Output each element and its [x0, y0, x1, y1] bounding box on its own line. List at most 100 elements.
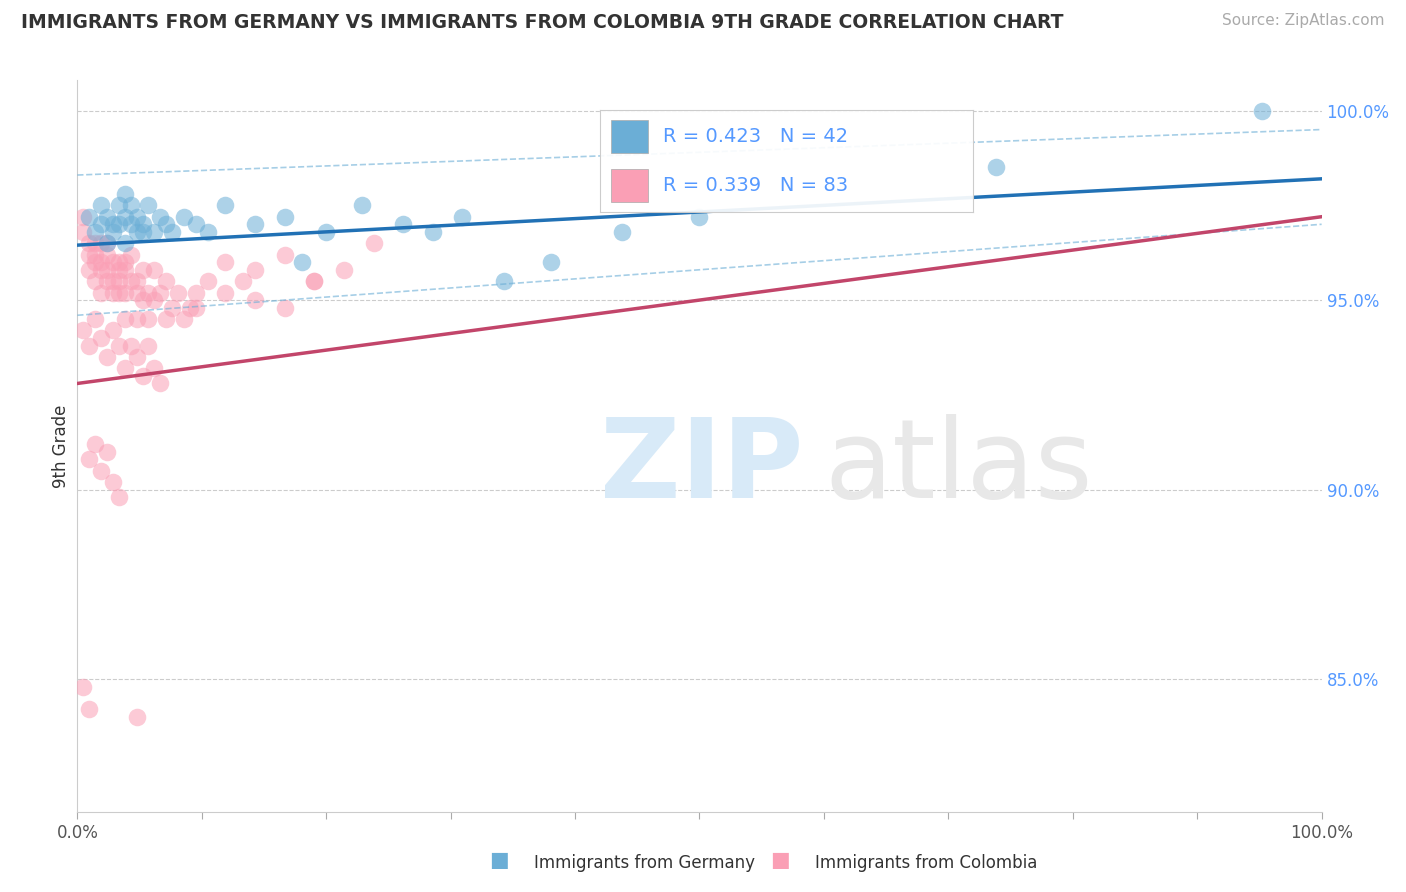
Point — [363, 236, 385, 251]
Point — [120, 198, 142, 212]
Point — [149, 376, 172, 391]
Point — [232, 274, 254, 288]
Point — [90, 255, 112, 269]
Point — [108, 285, 131, 300]
Point — [214, 255, 236, 269]
Point — [143, 225, 166, 239]
Point — [149, 285, 172, 300]
Point — [77, 247, 100, 261]
Point — [184, 301, 207, 315]
Point — [149, 210, 172, 224]
Point — [96, 210, 118, 224]
Point — [315, 225, 337, 239]
Point — [1251, 103, 1274, 118]
Point — [84, 247, 107, 261]
Point — [155, 217, 177, 231]
Point — [984, 161, 1007, 175]
Point — [114, 312, 136, 326]
Point — [101, 285, 124, 300]
Point — [90, 331, 112, 345]
Point — [72, 680, 94, 694]
Point — [143, 361, 166, 376]
Point — [120, 247, 142, 261]
Point — [90, 198, 112, 212]
Point — [143, 293, 166, 307]
Point — [243, 262, 266, 277]
Point — [167, 285, 190, 300]
Point — [333, 262, 356, 277]
Text: IMMIGRANTS FROM GERMANY VS IMMIGRANTS FROM COLOMBIA 9TH GRADE CORRELATION CHART: IMMIGRANTS FROM GERMANY VS IMMIGRANTS FR… — [21, 13, 1063, 32]
Point — [96, 247, 118, 261]
Point — [274, 301, 297, 315]
Point — [114, 236, 136, 251]
Point — [77, 702, 100, 716]
Point — [84, 274, 107, 288]
Point — [90, 262, 112, 277]
Point — [184, 217, 207, 231]
Point — [155, 274, 177, 288]
Point — [108, 490, 131, 504]
Point — [689, 210, 711, 224]
Point — [274, 210, 297, 224]
Point — [96, 444, 118, 458]
Point — [101, 225, 124, 239]
Point — [131, 262, 153, 277]
Point — [125, 312, 148, 326]
Point — [101, 255, 124, 269]
Point — [125, 225, 148, 239]
Point — [114, 255, 136, 269]
Point — [90, 464, 112, 478]
Point — [84, 437, 107, 451]
Point — [422, 225, 444, 239]
Point — [101, 274, 124, 288]
Point — [77, 210, 100, 224]
Point — [108, 274, 131, 288]
Text: ■: ■ — [770, 850, 790, 870]
Point — [77, 236, 100, 251]
Text: Immigrants from Colombia: Immigrants from Colombia — [815, 855, 1038, 872]
Point — [173, 210, 195, 224]
Point — [173, 312, 195, 326]
Point — [274, 247, 297, 261]
Y-axis label: 9th Grade: 9th Grade — [52, 404, 70, 488]
Point — [125, 274, 148, 288]
Point — [131, 293, 153, 307]
Point — [90, 285, 112, 300]
Point — [350, 198, 373, 212]
Point — [125, 710, 148, 724]
Point — [160, 301, 183, 315]
Point — [101, 217, 124, 231]
Point — [96, 262, 118, 277]
Point — [108, 198, 131, 212]
Point — [540, 255, 562, 269]
Point — [612, 225, 634, 239]
Point — [125, 350, 148, 364]
Point — [120, 217, 142, 231]
Point — [392, 217, 415, 231]
Point — [451, 210, 474, 224]
Point — [131, 225, 153, 239]
Point — [96, 350, 118, 364]
Point — [72, 225, 94, 239]
Point — [84, 225, 107, 239]
Point — [125, 210, 148, 224]
Text: ZIP: ZIP — [600, 415, 803, 522]
Point — [72, 323, 94, 337]
Point — [114, 361, 136, 376]
Point — [77, 338, 100, 352]
Point — [108, 338, 131, 352]
Point — [160, 225, 183, 239]
Point — [131, 217, 153, 231]
Point — [243, 293, 266, 307]
Point — [108, 262, 131, 277]
Point — [101, 323, 124, 337]
Point — [138, 312, 160, 326]
Point — [114, 262, 136, 277]
Point — [114, 186, 136, 201]
Point — [72, 210, 94, 224]
Point — [143, 262, 166, 277]
Point — [125, 285, 148, 300]
Point — [131, 368, 153, 383]
Point — [138, 198, 160, 212]
Point — [492, 274, 515, 288]
